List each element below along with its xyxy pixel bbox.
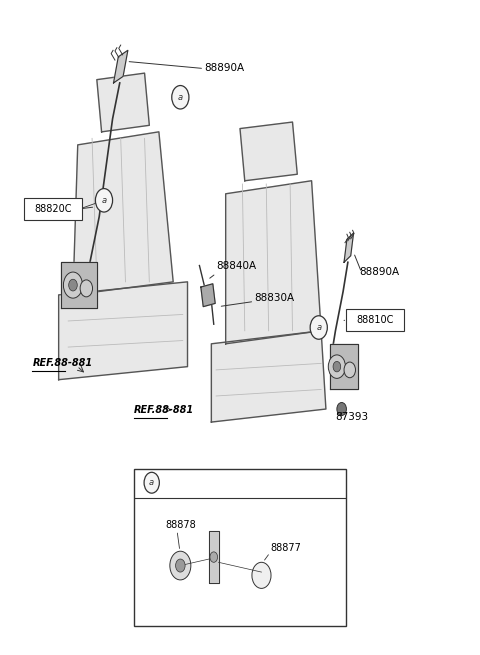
FancyBboxPatch shape	[346, 309, 404, 331]
Circle shape	[337, 403, 347, 415]
Text: 87393: 87393	[336, 412, 369, 422]
FancyBboxPatch shape	[133, 469, 347, 626]
Text: a: a	[178, 93, 183, 102]
Circle shape	[80, 280, 93, 297]
Circle shape	[210, 552, 217, 562]
Circle shape	[252, 562, 271, 588]
Polygon shape	[114, 50, 128, 83]
Text: REF.88-881: REF.88-881	[134, 405, 194, 415]
Text: 88890A: 88890A	[360, 267, 399, 277]
Circle shape	[328, 355, 346, 379]
Circle shape	[144, 472, 159, 493]
Polygon shape	[59, 282, 188, 380]
Text: a: a	[149, 478, 154, 487]
Circle shape	[172, 86, 189, 109]
Polygon shape	[73, 132, 173, 295]
Text: a: a	[101, 196, 107, 205]
Circle shape	[333, 362, 341, 372]
Text: 88810C: 88810C	[356, 315, 394, 326]
Text: 88890A: 88890A	[204, 63, 244, 73]
Circle shape	[69, 279, 77, 291]
Polygon shape	[344, 233, 354, 262]
Polygon shape	[209, 531, 218, 583]
Polygon shape	[211, 331, 326, 422]
Circle shape	[170, 552, 191, 580]
Polygon shape	[61, 262, 97, 308]
Circle shape	[344, 362, 356, 378]
Polygon shape	[330, 344, 359, 390]
Text: REF.88-881: REF.88-881	[33, 358, 93, 368]
Text: 88830A: 88830A	[254, 293, 294, 303]
Text: 88878: 88878	[165, 520, 196, 531]
Text: 88840A: 88840A	[216, 261, 256, 271]
Circle shape	[96, 189, 113, 212]
Polygon shape	[97, 73, 149, 132]
Circle shape	[176, 559, 185, 572]
Text: 88820C: 88820C	[34, 204, 72, 214]
Circle shape	[310, 316, 327, 339]
Text: a: a	[316, 323, 321, 332]
Polygon shape	[201, 284, 215, 307]
Polygon shape	[240, 122, 297, 181]
Circle shape	[63, 272, 83, 298]
Text: 88877: 88877	[270, 542, 301, 553]
Polygon shape	[226, 181, 321, 344]
FancyBboxPatch shape	[24, 198, 82, 220]
